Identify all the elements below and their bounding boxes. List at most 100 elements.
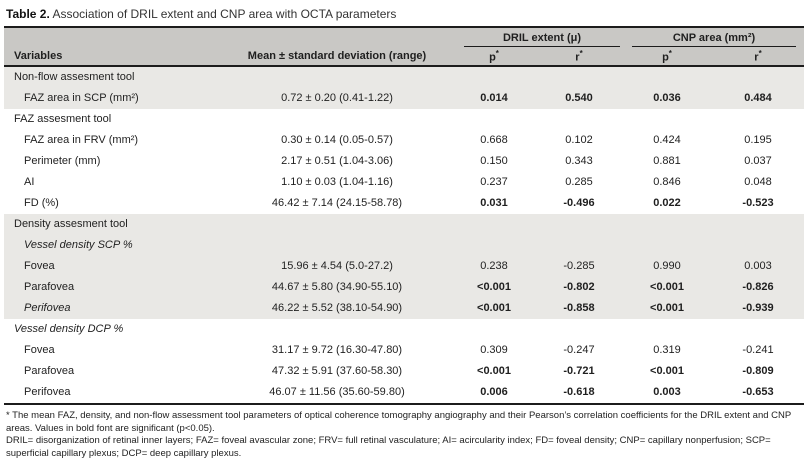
dril-r-value: -0.496 <box>563 197 595 209</box>
cnp-r-value: -0.241 <box>742 344 774 356</box>
dril-p-value: <0.001 <box>452 277 536 298</box>
section-header-row: Vessel density SCP % <box>4 235 805 256</box>
dril-p-value: 0.150 <box>480 155 508 167</box>
row-label: Parafovea <box>24 365 75 377</box>
group-header-dril-label: DRIL extent (μ) <box>464 32 620 47</box>
table-row: Perifovea 46.22 ± 5.52 (38.10-54.90) <0.00… <box>4 298 805 319</box>
cnp-r-value: 0.484 <box>712 88 805 109</box>
row-label: Perimeter (mm) <box>24 155 101 167</box>
cnp-p-value: <0.001 <box>650 365 684 377</box>
dril-r-value: 0.540 <box>536 88 622 109</box>
column-header-p-cnp: p* <box>622 47 712 67</box>
cnp-p-value: 0.022 <box>653 197 681 209</box>
dril-p-value: 0.309 <box>480 344 508 356</box>
group-header-cnp-label: CNP area (mm²) <box>632 32 797 47</box>
dril-r-value: 0.285 <box>565 176 593 188</box>
group-header-cnp: CNP area (mm²) <box>622 26 805 47</box>
table-title-prefix: Table 2. <box>6 7 50 21</box>
dril-p-value: 0.238 <box>452 256 536 277</box>
cnp-p-value: <0.001 <box>622 298 712 319</box>
table-row: FAZ area in FRV (mm²) 0.30 ± 0.14 (0.05-0… <box>4 130 804 151</box>
cnp-r-value: -0.653 <box>742 386 774 398</box>
cnp-r-value: 0.037 <box>744 155 772 167</box>
dril-p-value: 0.668 <box>480 134 508 146</box>
cnp-r-value: 0.048 <box>744 176 772 188</box>
dril-p-value: 0.237 <box>480 176 508 188</box>
row-label: Perifovea <box>4 298 222 319</box>
section-header-row: Non-flow assesment tool <box>4 66 805 88</box>
row-label: Non-flow assesment tool <box>4 66 805 88</box>
row-label: FAZ area in FRV (mm²) <box>24 134 139 146</box>
row-label: Vessel density SCP % <box>4 235 805 256</box>
row-label: Density assesment tool <box>4 214 805 235</box>
table-row: Fovea 31.17 ± 9.72 (16.30-47.80) 0.309 -0.2… <box>4 340 804 361</box>
row-label: AI <box>24 176 35 188</box>
column-header-mean: Mean ± standard deviation (range) <box>222 47 452 67</box>
mean-sd-range-value: 0.72 ± 0.20 (0.41-1.22) <box>222 88 452 109</box>
section-header-row: Density assesment tool <box>4 214 805 235</box>
dril-p-value: 0.031 <box>480 197 508 209</box>
row-label: FD (%) <box>24 197 59 209</box>
table-row: Parafovea 44.67 ± 5.80 (34.90-55.10) <0.00… <box>4 277 805 298</box>
table-title-text: Association of DRIL extent and CNP area … <box>49 7 397 21</box>
row-label: Fovea <box>24 344 55 356</box>
mean-sd-range-value: 46.42 ± 7.14 (24.15-58.78) <box>271 197 403 209</box>
mean-sd-range-value: 46.07 ± 11.56 (35.60-59.80) <box>269 386 405 398</box>
row-label: Perifovea <box>24 386 71 398</box>
cnp-p-value: 0.424 <box>653 134 681 146</box>
mean-sd-range-value: 2.17 ± 0.51 (1.04-3.06) <box>281 155 393 167</box>
row-label: FAZ area in SCP (mm²) <box>4 88 222 109</box>
cnp-p-value: 0.990 <box>622 256 712 277</box>
group-header-spacer <box>4 26 452 47</box>
table-row: Fovea 15.96 ± 4.54 (5.0-27.2) 0.238 -0.285 0… <box>4 256 805 277</box>
table-title: Table 2. Association of DRIL extent and … <box>6 7 804 21</box>
cnp-r-value: -0.939 <box>712 298 805 319</box>
group-header-row: DRIL extent (μ) CNP area (mm²) <box>4 26 805 47</box>
table-body: Non-flow assesment tool FAZ area in SCP (… <box>4 66 805 404</box>
dril-r-value: -0.858 <box>536 298 622 319</box>
mean-sd-range-value: 47.32 ± 5.91 (37.60-58.30) <box>271 365 403 377</box>
section-header-row: FAZ assesment tool <box>4 109 804 130</box>
cnp-p-value: 0.881 <box>653 155 681 167</box>
cnp-p-value: 0.003 <box>653 386 681 398</box>
mean-sd-range-value: 44.67 ± 5.80 (34.90-55.10) <box>222 277 452 298</box>
column-header-variables: Variables <box>4 47 222 67</box>
cnp-p-value: 0.319 <box>653 344 681 356</box>
dril-r-value: -0.721 <box>563 365 595 377</box>
column-header-p-dril: p* <box>452 47 536 67</box>
table-row: Perimeter (mm) 2.17 ± 0.51 (1.04-3.06) 0.1… <box>4 151 804 172</box>
group-header-dril: DRIL extent (μ) <box>452 26 622 47</box>
row-label: Vessel density DCP % <box>14 323 124 335</box>
mean-sd-range-value: 31.17 ± 9.72 (16.30-47.80) <box>271 344 403 356</box>
row-label: Fovea <box>4 256 222 277</box>
section-header-row: Vessel density DCP % <box>4 319 804 340</box>
cnp-r-value: 0.003 <box>712 256 805 277</box>
dril-r-value: 0.102 <box>565 134 593 146</box>
cnp-r-value: 0.195 <box>744 134 772 146</box>
cnp-p-value: <0.001 <box>622 277 712 298</box>
table-header: DRIL extent (μ) CNP area (mm²) Variables… <box>4 26 805 67</box>
table-row: Perifovea 46.07 ± 11.56 (35.60-59.80) 0.00… <box>4 382 804 404</box>
dril-p-value: <0.001 <box>477 365 511 377</box>
column-header-r-cnp: r* <box>712 47 805 67</box>
table-row: AI 1.10 ± 0.03 (1.04-1.16) 0.237 0.285 0.846… <box>4 172 804 193</box>
mean-sd-range-value: 1.10 ± 0.03 (1.04-1.16) <box>281 176 393 188</box>
dril-r-value: -0.802 <box>536 277 622 298</box>
column-header-row: Variables Mean ± standard deviation (ran… <box>4 47 805 67</box>
dril-r-value: -0.247 <box>563 344 595 356</box>
cnp-p-value: 0.036 <box>622 88 712 109</box>
cnp-r-value: -0.523 <box>742 197 774 209</box>
row-label: FAZ assesment tool <box>14 113 112 125</box>
cnp-p-value: 0.846 <box>653 176 681 188</box>
footnote-significance: * The mean FAZ, density, and non-flow as… <box>6 410 792 434</box>
dril-p-value: 0.014 <box>452 88 536 109</box>
table-row: FAZ area in SCP (mm²) 0.72 ± 0.20 (0.41-1… <box>4 88 805 109</box>
dril-r-value: -0.618 <box>563 386 595 398</box>
mean-sd-range-value: 46.22 ± 5.52 (38.10-54.90) <box>222 298 452 319</box>
octa-parameters-table: DRIL extent (μ) CNP area (mm²) Variables… <box>4 26 805 405</box>
dril-r-value: 0.343 <box>565 155 593 167</box>
cnp-r-value: -0.809 <box>742 365 774 377</box>
mean-sd-range-value: 15.96 ± 4.54 (5.0-27.2) <box>222 256 452 277</box>
dril-p-value: 0.006 <box>480 386 508 398</box>
